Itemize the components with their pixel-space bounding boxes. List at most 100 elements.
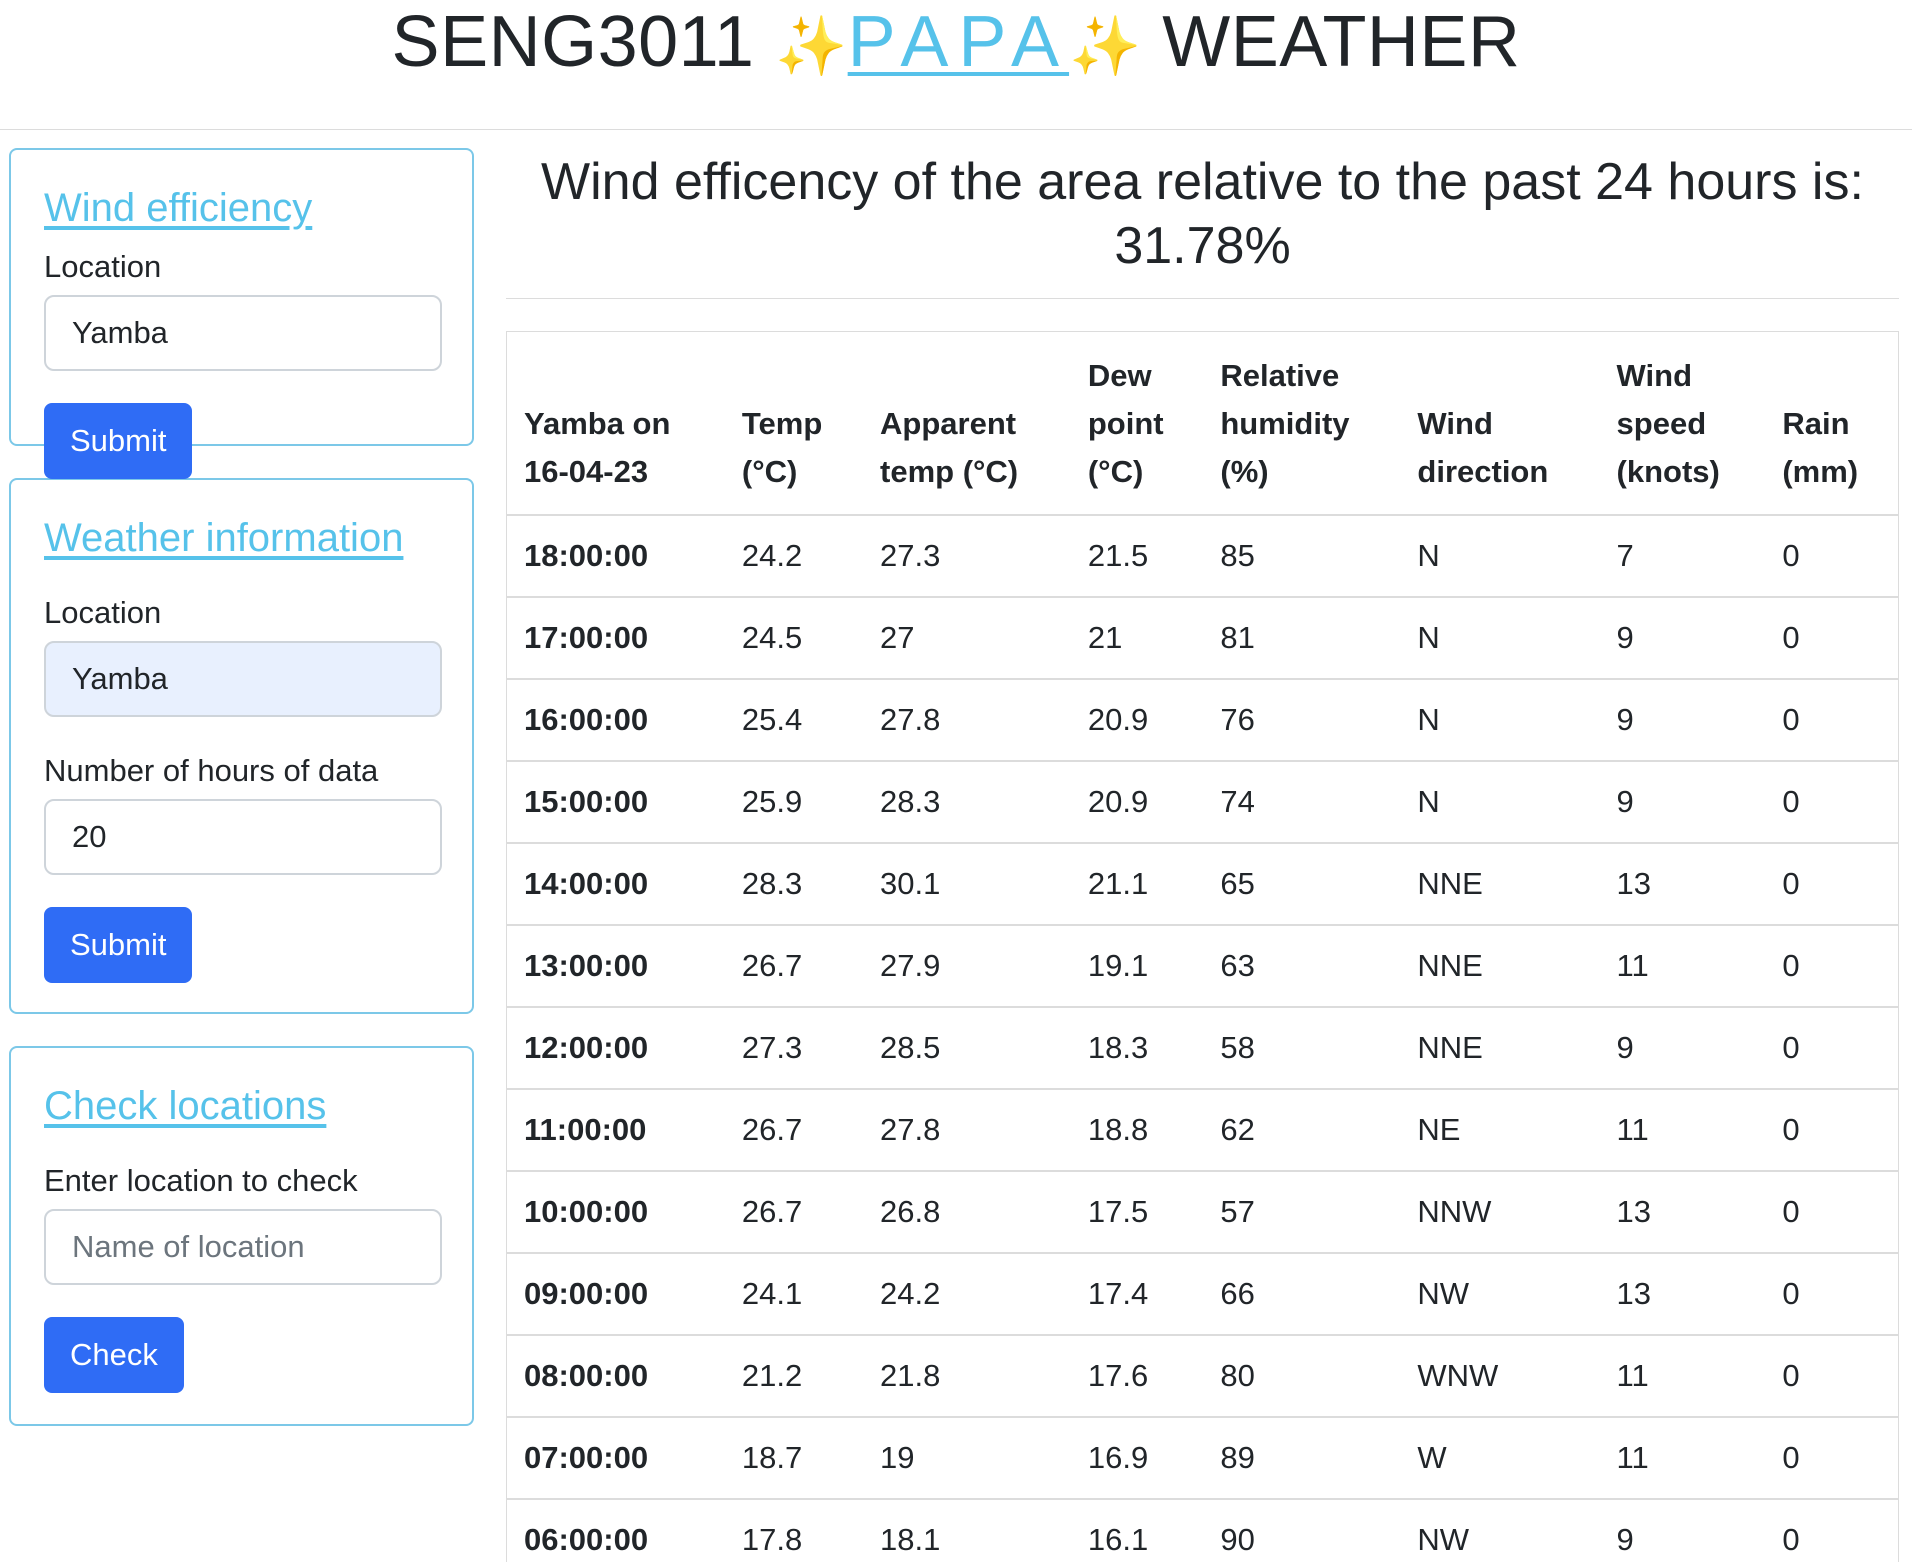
table-row: 13:00:00 26.7 27.9 19.1 63 NNE 11 0 xyxy=(507,925,1898,1008)
cell-wind-direction: NW xyxy=(1400,1253,1600,1336)
cell-relative-humidity: 89 xyxy=(1203,1417,1401,1500)
cell-dew-point: 17.5 xyxy=(1070,1171,1204,1254)
check-button[interactable]: Check xyxy=(44,1317,184,1393)
cell-temp: 26.7 xyxy=(724,1171,864,1254)
cell-rain: 0 xyxy=(1765,679,1898,762)
cell-rain: 0 xyxy=(1765,1499,1898,1562)
brand-link[interactable]: PAPA xyxy=(847,2,1070,82)
column-header-line: Apparent xyxy=(880,406,1017,441)
cell-relative-humidity: 65 xyxy=(1203,843,1401,926)
table-row: 14:00:00 28.3 30.1 21.1 65 NNE 13 0 xyxy=(507,843,1898,926)
cell-date: 14:00:00 xyxy=(507,843,725,926)
cell-apparent-temp: 24.2 xyxy=(863,1253,1071,1336)
column-header-line: point xyxy=(1087,406,1164,441)
cell-dew-point: 20.9 xyxy=(1070,679,1204,762)
weather-information-card: Weather information Location Number of h… xyxy=(9,478,474,1014)
weather-submit-button[interactable]: Submit xyxy=(44,907,193,983)
column-header-line: Relative xyxy=(1220,358,1340,393)
cell-wind-direction: WNW xyxy=(1400,1335,1600,1418)
cell-relative-humidity: 62 xyxy=(1203,1089,1401,1172)
sparkles-icon: ✨ xyxy=(1069,14,1142,79)
cell-temp: 24.1 xyxy=(724,1253,864,1336)
cell-relative-humidity: 81 xyxy=(1203,597,1401,680)
column-header-date: Yamba on 16-04-23 xyxy=(507,332,725,516)
wind-efficiency-result: Wind efficency of the area relative to t… xyxy=(506,150,1899,299)
column-header-line: (°C) xyxy=(1087,454,1144,489)
cell-dew-point: 20.9 xyxy=(1070,761,1204,844)
cell-wind-speed: 13 xyxy=(1599,1171,1766,1254)
cell-rain: 0 xyxy=(1765,843,1898,926)
cell-date: 13:00:00 xyxy=(507,925,725,1008)
cell-relative-humidity: 76 xyxy=(1203,679,1401,762)
cell-relative-humidity: 80 xyxy=(1203,1335,1401,1418)
main-content: Wind efficency of the area relative to t… xyxy=(506,130,1899,1562)
title-prefix: SENG3011 xyxy=(391,2,775,82)
wind-efficiency-card: Wind efficiency Location Submit xyxy=(9,148,474,479)
cell-wind-speed: 11 xyxy=(1599,1089,1766,1172)
cell-apparent-temp: 28.3 xyxy=(863,761,1071,844)
cell-apparent-temp: 18.1 xyxy=(863,1499,1071,1562)
cell-wind-direction: N xyxy=(1400,597,1600,680)
cell-apparent-temp: 30.1 xyxy=(863,843,1071,926)
cell-rain: 0 xyxy=(1765,761,1898,844)
cell-wind-direction: NNW xyxy=(1400,1171,1600,1254)
cell-date: 18:00:00 xyxy=(507,515,725,598)
cell-dew-point: 21.1 xyxy=(1070,843,1204,926)
cell-rain: 0 xyxy=(1765,1417,1898,1500)
cell-dew-point: 18.8 xyxy=(1070,1089,1204,1172)
cell-temp: 24.2 xyxy=(724,515,864,598)
weather-information-link[interactable]: Weather information xyxy=(44,516,404,560)
column-header-line: (%) xyxy=(1220,454,1269,489)
cell-wind-speed: 13 xyxy=(1599,1253,1766,1336)
cell-date: 06:00:00 xyxy=(507,1499,725,1562)
cell-apparent-temp: 27 xyxy=(863,597,1071,680)
cell-relative-humidity: 66 xyxy=(1203,1253,1401,1336)
hours-input[interactable] xyxy=(44,799,442,875)
table-row: 11:00:00 26.7 27.8 18.8 62 NE 11 0 xyxy=(507,1089,1898,1172)
cell-date: 17:00:00 xyxy=(507,597,725,680)
column-header-line: Wind xyxy=(1616,358,1693,393)
check-locations-link[interactable]: Check locations xyxy=(44,1084,327,1128)
cell-wind-direction: N xyxy=(1400,761,1600,844)
cell-rain: 0 xyxy=(1765,1089,1898,1172)
cell-wind-direction: W xyxy=(1400,1417,1600,1500)
column-header-rain: Rain (mm) xyxy=(1765,332,1898,516)
site-title: SENG3011 ✨PAPA✨ WEATHER xyxy=(392,6,1521,123)
cell-wind-direction: N xyxy=(1400,679,1600,762)
weather-location-input[interactable] xyxy=(44,641,442,717)
cell-temp: 25.4 xyxy=(724,679,864,762)
cell-apparent-temp: 28.5 xyxy=(863,1007,1071,1090)
wind-location-input[interactable] xyxy=(44,295,442,371)
cell-relative-humidity: 57 xyxy=(1203,1171,1401,1254)
cell-wind-direction: NW xyxy=(1400,1499,1600,1562)
cell-wind-direction: NNE xyxy=(1400,843,1600,926)
check-location-input[interactable] xyxy=(44,1209,442,1285)
column-header-apparent-temp: Apparent temp (°C) xyxy=(863,332,1071,516)
table-row: 18:00:00 24.2 27.3 21.5 85 N 7 0 xyxy=(507,515,1898,598)
cell-rain: 0 xyxy=(1765,1335,1898,1418)
column-header-line: Dew xyxy=(1087,358,1152,393)
column-header-line: speed xyxy=(1616,406,1707,441)
cell-relative-humidity: 74 xyxy=(1203,761,1401,844)
cell-apparent-temp: 21.8 xyxy=(863,1335,1071,1418)
wind-submit-button[interactable]: Submit xyxy=(44,403,193,479)
cell-dew-point: 17.4 xyxy=(1070,1253,1204,1336)
check-locations-card: Check locations Enter location to check … xyxy=(9,1046,474,1426)
cell-temp: 25.9 xyxy=(724,761,864,844)
column-header-wind-speed: Wind speed (knots) xyxy=(1599,332,1766,516)
cell-dew-point: 21 xyxy=(1070,597,1204,680)
table-body: 18:00:00 24.2 27.3 21.5 85 N 7 0 17:00:00 24.5 27 2… xyxy=(507,515,1898,1562)
cell-wind-speed: 7 xyxy=(1599,515,1766,598)
cell-wind-direction: N xyxy=(1400,515,1600,598)
cell-date: 11:00:00 xyxy=(507,1089,725,1172)
table-row: 16:00:00 25.4 27.8 20.9 76 N 9 0 xyxy=(507,679,1898,762)
wind-efficiency-link[interactable]: Wind efficiency xyxy=(44,186,313,230)
column-header-line: (mm) xyxy=(1782,454,1859,489)
cell-relative-humidity: 63 xyxy=(1203,925,1401,1008)
cell-apparent-temp: 27.3 xyxy=(863,515,1071,598)
column-header-line: 16-04-23 xyxy=(524,454,649,489)
column-header-line: (knots) xyxy=(1616,454,1720,489)
page-header: SENG3011 ✨PAPA✨ WEATHER xyxy=(0,0,1912,130)
cell-wind-direction: NNE xyxy=(1400,1007,1600,1090)
weather-table-container: Yamba on 16-04-23 Temp (°C) Apparent temp (°C… xyxy=(506,331,1899,1562)
